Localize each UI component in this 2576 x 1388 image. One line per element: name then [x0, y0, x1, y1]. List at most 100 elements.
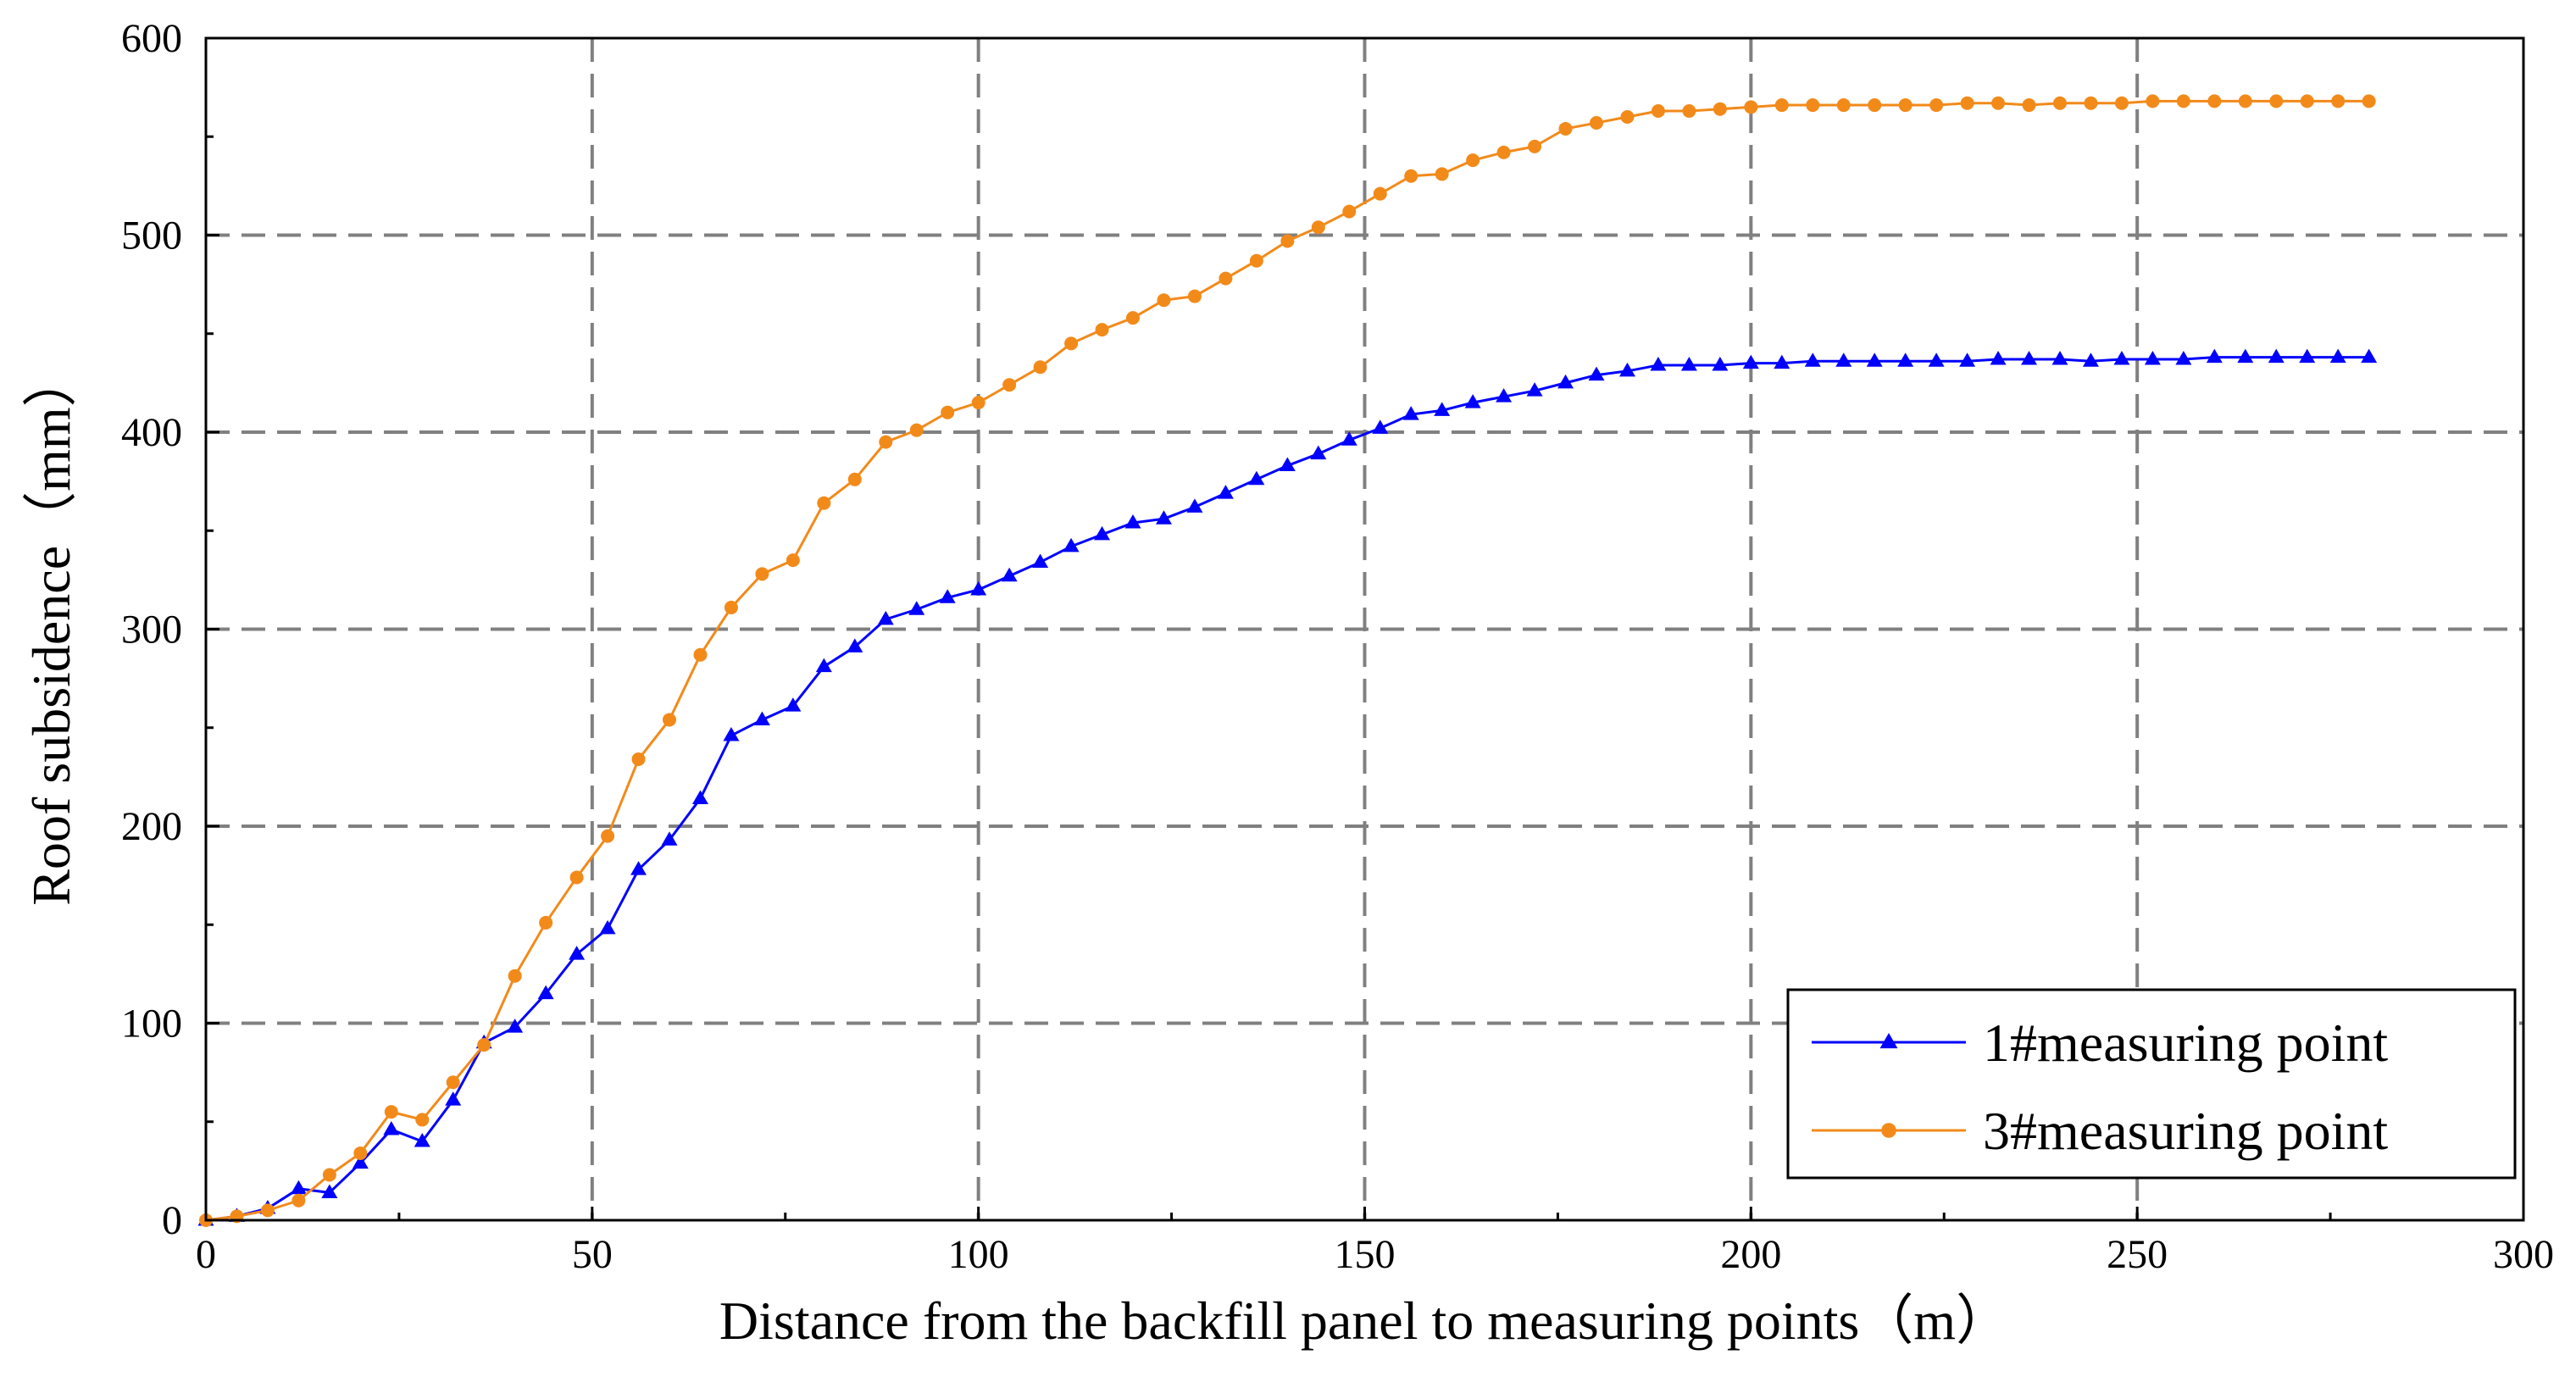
- data-point: [663, 713, 676, 727]
- data-point: [1713, 102, 1727, 116]
- data-point: [1744, 100, 1758, 114]
- data-point: [291, 1193, 306, 1208]
- data-point: [971, 396, 985, 410]
- data-point: [383, 1121, 400, 1135]
- data-point: [1248, 470, 1265, 486]
- data-point: [1002, 378, 1017, 392]
- legend-box: [1786, 988, 2517, 1180]
- data-point: [1897, 353, 1914, 367]
- data-point: [1959, 353, 1976, 367]
- data-point: [909, 423, 924, 437]
- data-point: [1435, 167, 1449, 181]
- data-point: [1032, 553, 1049, 568]
- data-point: [384, 1105, 398, 1119]
- data-point: [2084, 96, 2098, 110]
- y-axis-title: Roof subsidence（mm）: [21, 353, 81, 905]
- data-point: [1496, 388, 1513, 403]
- x-tick-label: 0: [196, 1232, 216, 1277]
- data-point: [537, 985, 554, 1000]
- data-point: [1373, 186, 1387, 201]
- x-tick-label: 250: [2107, 1232, 2168, 1277]
- data-point: [1126, 311, 1140, 325]
- data-point: [1342, 204, 1357, 219]
- data-point: [508, 969, 522, 983]
- data-point: [352, 1154, 369, 1169]
- data-point: [2146, 94, 2160, 108]
- data-point: [970, 581, 987, 596]
- data-point: [815, 658, 832, 673]
- data-point: [2329, 348, 2346, 364]
- data-point: [2207, 94, 2222, 108]
- data-point: [599, 919, 616, 935]
- data-point: [321, 1184, 338, 1198]
- data-point: [1464, 394, 1481, 408]
- data-point: [1404, 169, 1418, 183]
- data-point: [1094, 525, 1111, 541]
- data-point: [1712, 356, 1729, 371]
- data-point: [1620, 110, 1635, 124]
- data-point: [630, 861, 647, 875]
- data-point: [539, 915, 553, 930]
- data-point: [260, 1203, 275, 1218]
- y-tick-label: 100: [121, 1002, 182, 1047]
- data-point: [755, 567, 769, 581]
- data-point: [601, 829, 615, 843]
- data-point: [1588, 366, 1605, 381]
- data-point: [723, 727, 740, 741]
- x-axis-title: Distance from the backfill panel to meas…: [719, 1291, 2010, 1351]
- data-point: [847, 638, 863, 652]
- axis-ticks: 0 50 100 150 200 250 300 0 100 200 300 400 500 600: [121, 16, 2554, 1277]
- data-point: [2331, 94, 2346, 108]
- data-point: [2175, 350, 2192, 365]
- data-point: [1187, 289, 1202, 303]
- data-point: [445, 1091, 462, 1106]
- data-point: [1063, 537, 1080, 552]
- data-point: [693, 647, 708, 662]
- data-point: [2206, 348, 2223, 364]
- data-point: [1064, 336, 1079, 351]
- data-point: [785, 697, 802, 712]
- data-point: [1804, 353, 1821, 367]
- data-point: [2082, 353, 2099, 367]
- data-point: [2238, 94, 2252, 108]
- data-point: [724, 600, 738, 614]
- data-point: [2176, 94, 2190, 108]
- data-point: [1310, 445, 1327, 460]
- legend-entry: 1#measuring point: [1812, 1013, 2388, 1073]
- data-point: [1928, 353, 1945, 367]
- x-tick-label: 150: [1335, 1232, 1396, 1277]
- data-point: [1990, 350, 2007, 365]
- data-point: [2269, 94, 2284, 108]
- data-point: [1774, 354, 1790, 369]
- data-point: [2114, 96, 2129, 110]
- data-point: [2144, 350, 2161, 365]
- data-point: [2362, 94, 2376, 108]
- data-point: [1618, 362, 1635, 377]
- data-point: [1341, 431, 1357, 446]
- legend-marker: [1881, 1123, 1896, 1138]
- data-point: [1991, 96, 2006, 110]
- series-1: [197, 348, 2378, 1226]
- data-point: [1033, 360, 1047, 375]
- data-point: [1157, 293, 1171, 308]
- data-point: [1280, 234, 1295, 248]
- data-point: [847, 472, 862, 486]
- data-point: [908, 601, 925, 615]
- data-point: [1650, 356, 1667, 371]
- legend: 1#measuring point 3#measuring point: [1786, 988, 2517, 1180]
- data-point: [753, 711, 770, 725]
- data-point: [1466, 153, 1480, 168]
- legend-marker: [1879, 1033, 1898, 1049]
- series-2: [199, 94, 2376, 1227]
- data-point: [631, 752, 646, 766]
- legend-label: 3#measuring point: [1983, 1101, 2388, 1161]
- data-point: [817, 496, 831, 510]
- data-point: [1774, 98, 1789, 113]
- data-point: [1806, 98, 1820, 113]
- data-point: [1124, 514, 1141, 529]
- legend-entries: 1#measuring point 3#measuring point: [1812, 1013, 2388, 1161]
- data-point: [1742, 354, 1759, 369]
- data-point: [1217, 485, 1234, 499]
- data-point: [353, 1146, 368, 1160]
